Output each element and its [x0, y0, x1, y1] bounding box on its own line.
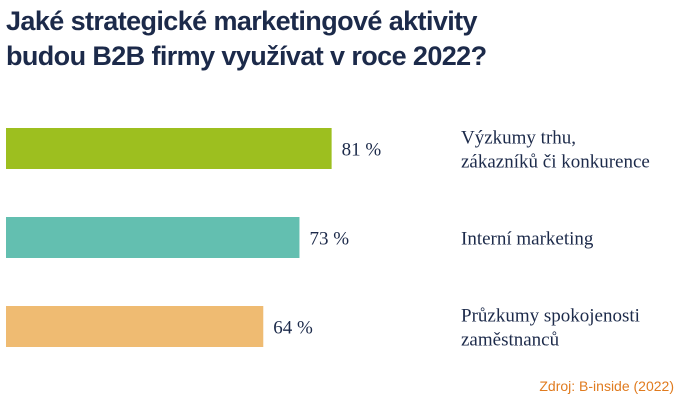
chart-title: Jaké strategické marketingové aktivity b… [6, 4, 666, 74]
source-note: Zdroj: B-inside (2022) [539, 378, 674, 394]
category-label-3: Průzkumy spokojenosti zaměstnanců [461, 306, 640, 351]
chart-title-line-2: budou B2B firmy využívat v roce 2022? [6, 41, 487, 71]
category-label-3-line-1: Průzkumy spokojenosti [461, 306, 640, 327]
value-label-3: 64 % [273, 318, 313, 339]
bar-2 [6, 217, 300, 258]
category-label-1-line-1: Výzkumy trhu, [461, 128, 576, 149]
category-label-3-line-2: zaměstnanců [461, 330, 560, 351]
value-label-2: 73 % [309, 229, 349, 250]
category-label-1-line-2: zákazníků či konkurence [461, 152, 650, 173]
category-label-2: Interní marketing [461, 229, 594, 250]
bar-3 [6, 306, 264, 347]
chart-title-line-1: Jaké strategické marketingové aktivity [6, 6, 478, 36]
bar-1 [6, 128, 332, 169]
category-label-2-line-1: Interní marketing [461, 229, 594, 250]
category-label-1: Výzkumy trhu, zákazníků či konkurence [461, 128, 650, 173]
value-label-1: 81 % [342, 140, 382, 161]
